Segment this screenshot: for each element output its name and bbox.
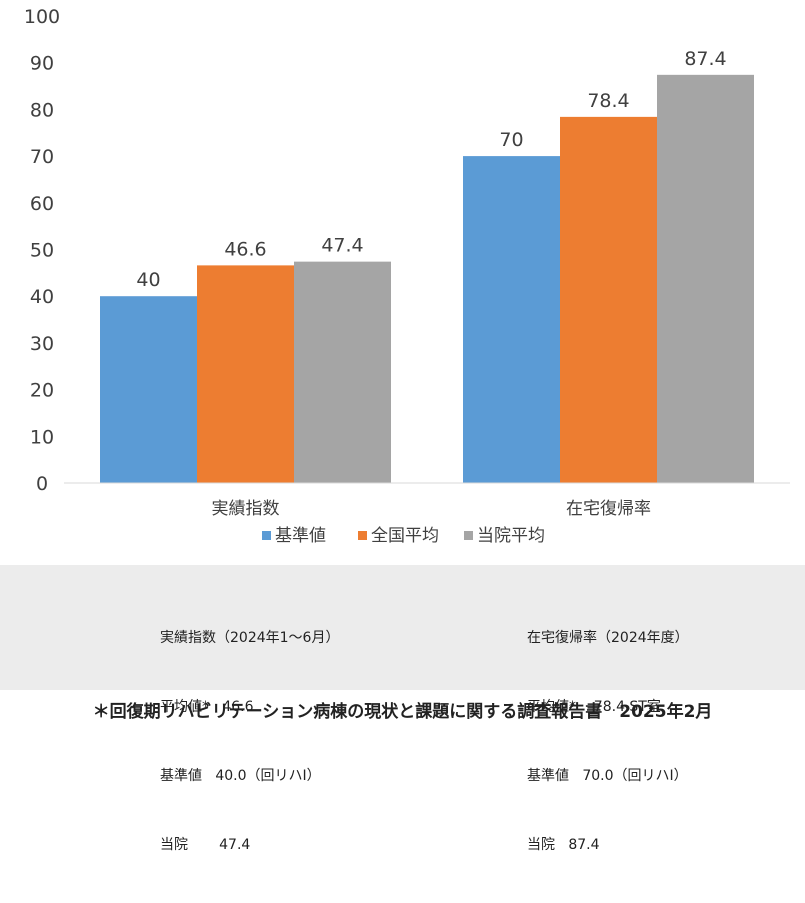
notes-left: 実績指数（2024年1〜6月） 平均値* 46.6 基準値 40.0（回リハⅠ）… [160, 581, 339, 903]
data-label: 87.4 [684, 48, 726, 70]
bar [197, 265, 294, 483]
notes-right: 在宅復帰率（2024年度） 平均値* 78.4 ST室 基準値 70.0（回リハ… [527, 581, 689, 903]
notes-panel: 実績指数（2024年1〜6月） 平均値* 46.6 基準値 40.0（回リハⅠ）… [0, 565, 805, 853]
notes-left-line-4: 当院 47.4 [160, 837, 251, 853]
x-category-label: 実績指数 [212, 499, 280, 519]
legend-swatch [464, 531, 473, 540]
data-label: 78.4 [587, 90, 629, 112]
legend-label: 当院平均 [477, 526, 545, 546]
data-label: 46.6 [224, 238, 266, 260]
bar [463, 156, 560, 483]
notes-right-line-1: 在宅復帰率（2024年度） [527, 630, 689, 646]
notes-right-line-3: 基準値 70.0（回リハⅠ） [527, 768, 688, 784]
y-tick-label: 70 [30, 146, 54, 168]
y-tick-label: 40 [30, 286, 54, 308]
y-tick-label: 0 [36, 473, 48, 495]
y-tick-label: 20 [30, 380, 54, 402]
data-label: 47.4 [321, 235, 363, 257]
bar [294, 261, 391, 483]
y-tick-label: 10 [30, 426, 54, 448]
legend-swatch [262, 531, 271, 540]
x-category-label: 在宅復帰率 [566, 499, 651, 519]
y-tick-label: 60 [30, 193, 54, 215]
bar-chart: 0 10 20 30 40 50 60 70 80 90 100 40 46.6 47.4 実績指数 70 78… [24, 6, 790, 546]
source-footer: ＊回復期リハビリテーション病棟の現状と課題に関する調査報告書 2025年2月 [92, 702, 713, 722]
y-tick-label: 100 [24, 6, 60, 28]
y-tick-label: 90 [30, 53, 54, 75]
y-tick-label: 80 [30, 99, 54, 121]
legend-swatch [358, 531, 367, 540]
notes-left-line-2: 平均値* 46.6 [160, 699, 254, 715]
notes-right-line-4: 当院 87.4 [527, 837, 600, 853]
legend-label: 全国平均 [371, 526, 439, 546]
y-tick-label: 30 [30, 333, 54, 355]
bar [657, 74, 754, 483]
notes-left-line-1: 実績指数（2024年1〜6月） [160, 630, 340, 646]
notes-right-line-2: 平均値* 78.4 ST室 [527, 699, 661, 715]
y-tick-label: 50 [30, 240, 54, 262]
bar [100, 296, 197, 483]
data-label: 40 [136, 269, 160, 291]
data-label: 70 [499, 129, 523, 151]
notes-left-line-3: 基準値 40.0（回リハⅠ） [160, 768, 321, 784]
legend-label: 基準値 [275, 526, 326, 546]
bar [560, 116, 657, 483]
